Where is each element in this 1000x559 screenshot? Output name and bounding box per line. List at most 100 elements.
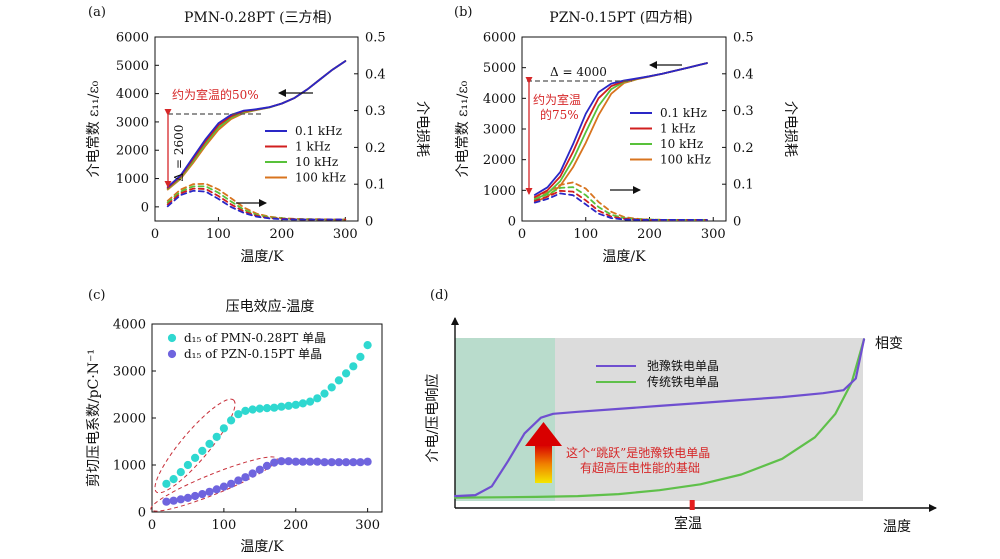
- panel-a-title: PMN-0.28PT (三方相): [184, 10, 332, 26]
- panel-b-label: (b): [454, 5, 472, 20]
- loss-line-10-kHz: [166, 185, 347, 221]
- panel-d-note-line2: 有超高压电性能的基础: [580, 460, 700, 475]
- y-tick-label: 6000: [116, 31, 149, 46]
- data-point-series-2: [169, 496, 178, 505]
- data-point-series-1: [298, 399, 307, 408]
- data-point-series-2: [176, 495, 185, 504]
- data-point-series-2: [327, 458, 336, 467]
- data-point-series-1: [183, 460, 192, 470]
- data-point-series-1: [284, 401, 293, 410]
- data-point-series-1: [262, 404, 272, 413]
- panel-d-x-label: 温度: [883, 519, 911, 535]
- panel-a-y2-ticks: 0 0.1 0.2 0.3 0.4 0.5: [354, 31, 386, 230]
- y2-tick-label: 0: [365, 215, 373, 230]
- panel-d-jump-arrow-shaft: [535, 445, 552, 483]
- y-tick-label: 4000: [483, 92, 516, 107]
- permittivity-line-0.1-kHz: [166, 60, 347, 188]
- panel-d-jump-arrow-head: [525, 422, 562, 446]
- panel-a-x-label: 温度/K: [240, 249, 284, 265]
- curve-传统铁电单晶: [453, 338, 866, 499]
- legend-label: d₁₅ of PZN-0.15PT 单晶: [184, 347, 322, 361]
- panel-b-note-line1: 约为室温: [533, 92, 581, 107]
- x-tick-label: 200: [283, 518, 308, 533]
- panel-d-room-temp-marker: [689, 500, 695, 510]
- data-point-series-2: [284, 457, 293, 466]
- data-point-series-1: [198, 446, 207, 455]
- panel-b-y2-ticks: 0 0.1 0.2 0.3 0.4 0.5: [722, 31, 754, 230]
- legend-label: d₁₅ of PMN-0.28PT 单晶: [184, 331, 326, 345]
- data-point-series-1: [306, 397, 315, 406]
- y2-tick-label: 0.1: [733, 178, 754, 193]
- panel-a-y-label: 介电常数 ε₁₁/ε₀: [86, 80, 102, 177]
- data-point-series-2: [198, 490, 207, 499]
- legend-marker: [167, 333, 177, 343]
- data-point-series-2: [342, 458, 351, 467]
- panel-c-legend: d₁₅ of PMN-0.28PT 单晶 d₁₅ of PZN-0.15PT 单晶: [167, 331, 326, 361]
- data-point-series-1: [320, 389, 329, 398]
- data-point-series-1: [255, 404, 264, 413]
- data-point-series-2: [162, 497, 171, 506]
- y-tick-label: 0: [141, 200, 149, 215]
- data-point-series-1: [327, 383, 336, 392]
- panel-a-series: [166, 60, 347, 221]
- data-point-series-1: [219, 424, 228, 433]
- data-point-series-2: [248, 469, 257, 478]
- data-point-series-1: [227, 416, 236, 425]
- data-point-series-2: [183, 493, 192, 502]
- data-point-series-1: [241, 406, 250, 415]
- y2-tick-label: 0.3: [733, 104, 754, 119]
- legend-marker: [167, 349, 177, 359]
- panel-c-label: (c): [88, 288, 105, 303]
- y-tick-label: 0: [508, 215, 516, 230]
- curve-弛豫铁电单晶: [453, 338, 866, 498]
- panel-b-y-ticks: 0 1000 2000 3000 4000 5000 6000: [483, 31, 526, 230]
- panel-a-y2-label: 介电损耗: [414, 101, 430, 157]
- data-point-series-2: [212, 485, 221, 494]
- y-tick-label: 3000: [483, 123, 516, 138]
- y-tick-label: 2000: [116, 144, 149, 159]
- panel-c-y-ticks: 0 1000 2000 3000 4000: [113, 318, 156, 521]
- y2-tick-label: 0: [733, 215, 741, 230]
- panel-b-note-line2: 的75%: [540, 107, 579, 122]
- panel-b-delta-label: Δ = 4000: [550, 65, 607, 79]
- loss-line-100-kHz: [166, 182, 347, 221]
- legend-label: 100 kHz: [660, 153, 711, 167]
- data-point-series-2: [227, 479, 236, 488]
- data-point-series-2: [320, 458, 329, 467]
- panel-b-x-label: 温度/K: [602, 249, 646, 265]
- data-point-series-2: [277, 457, 286, 466]
- panel-a-label: (a): [88, 5, 106, 20]
- y2-tick-label: 0.4: [733, 67, 754, 82]
- y-tick-label: 3000: [113, 365, 146, 380]
- data-point-series-1: [313, 394, 322, 403]
- panel-c: (c) 压电效应-温度 0 1000 2000 3000 4000 0 100 200 300…: [86, 288, 383, 555]
- data-point-series-1: [191, 453, 200, 462]
- y-tick-label: 6000: [483, 31, 516, 46]
- y-tick-label: 1000: [113, 459, 146, 474]
- data-point-series-2: [334, 458, 343, 467]
- x-tick-label: 200: [637, 227, 662, 242]
- y-tick-label: 2000: [113, 412, 146, 427]
- data-point-series-1: [162, 479, 171, 488]
- legend-label: 1 kHz: [660, 122, 696, 136]
- x-tick-label: 100: [211, 518, 236, 533]
- legend-label: 0.1 kHz: [295, 124, 342, 138]
- data-point-series-2: [205, 487, 214, 496]
- data-point-series-2: [313, 457, 322, 466]
- legend-label: 0.1 kHz: [660, 106, 707, 120]
- panel-c-x-label: 温度/K: [240, 539, 284, 555]
- data-point-series-1: [234, 410, 243, 419]
- data-point-series-1: [356, 352, 365, 361]
- data-point-series-2: [306, 457, 315, 466]
- y2-tick-label: 0.2: [733, 141, 754, 156]
- panel-b: (b) PZN-0.15PT (四方相) 0100020003000400050…: [454, 5, 798, 265]
- data-point-series-2: [356, 458, 365, 467]
- panel-d-y-label: 介电/压电响应: [424, 374, 441, 463]
- x-tick-label: 0: [148, 518, 156, 533]
- data-point-series-2: [219, 482, 228, 491]
- data-point-series-2: [270, 458, 279, 467]
